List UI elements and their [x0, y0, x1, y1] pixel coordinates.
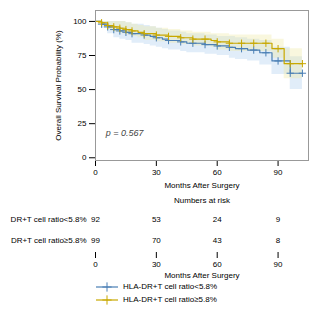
svg-text:60: 60	[213, 260, 222, 269]
svg-text:70: 70	[152, 236, 161, 245]
svg-text:90: 90	[274, 260, 283, 269]
svg-text:25: 25	[78, 119, 87, 128]
html-text:HLA-DR+T cell ratio≥5.8%: HLA-DR+T cell ratio≥5.8%	[123, 295, 217, 304]
svg-text:53: 53	[152, 215, 161, 224]
svg-text:8: 8	[276, 236, 281, 245]
svg-text:Numbers at risk: Numbers at risk	[174, 196, 231, 205]
svg-text:92: 92	[91, 215, 100, 224]
svg-text:24: 24	[213, 215, 222, 224]
svg-text:43: 43	[213, 236, 222, 245]
svg-text:Months After Surgery: Months After Surgery	[164, 181, 239, 190]
svg-text:0: 0	[93, 168, 98, 177]
svg-text:30: 30	[152, 260, 161, 269]
svg-text:60: 60	[213, 168, 222, 177]
svg-text:9: 9	[276, 215, 281, 224]
svg-text:30: 30	[152, 168, 161, 177]
svg-text:Months After Surgery: Months After Surgery	[164, 271, 239, 280]
svg-text:75: 75	[78, 51, 87, 60]
svg-text:DR+T cell ratio≥5.8%: DR+T cell ratio≥5.8%	[11, 236, 87, 245]
svg-text:0: 0	[93, 260, 98, 269]
svg-text:Overall Survival Probability (: Overall Survival Probability (%)	[54, 30, 63, 141]
svg-text:DR+T cell ratio<5.8%: DR+T cell ratio<5.8%	[11, 215, 87, 224]
svg-text:p = 0.567: p = 0.567	[105, 128, 145, 138]
svg-text:50: 50	[78, 85, 87, 94]
html-text:HLA-DR+T cell ratio<5.8%: HLA-DR+T cell ratio<5.8%	[123, 282, 218, 291]
svg-text:90: 90	[274, 168, 283, 177]
svg-text:0: 0	[82, 153, 87, 162]
svg-text:99: 99	[91, 236, 100, 245]
svg-text:100: 100	[73, 17, 87, 26]
